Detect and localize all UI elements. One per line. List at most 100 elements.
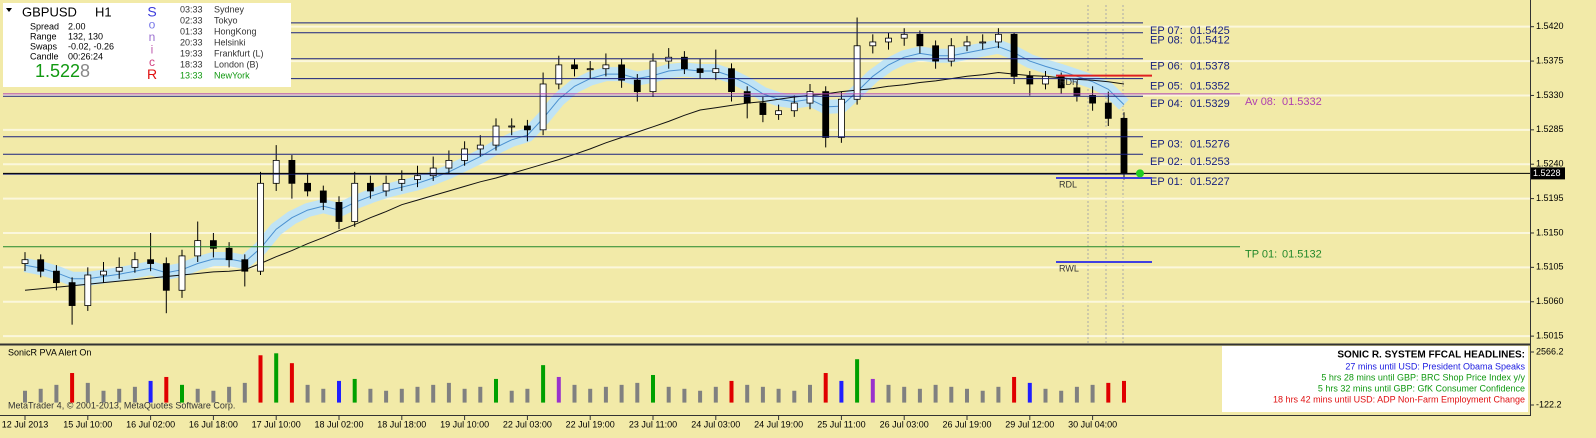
candle-body (790, 102, 798, 112)
volume-bar (729, 380, 734, 403)
candle-body (633, 79, 641, 93)
x-tick-label: 19 Jul 10:00 (440, 419, 489, 429)
candle-body (1042, 75, 1049, 85)
candle-body (445, 159, 453, 169)
candle-body (806, 91, 814, 104)
headline: 5 hrs 32 mins until GBP: GfK Consumer Co… (1318, 383, 1525, 393)
volume-bar (996, 386, 1001, 403)
candle-body (351, 182, 359, 222)
volume-bar (384, 390, 389, 403)
info-value: 00:26:24 (68, 51, 103, 61)
candle-body (947, 45, 955, 62)
volume-bar (760, 386, 765, 403)
candle-body (602, 64, 610, 70)
candle-body (319, 190, 327, 203)
session-city: Helsinki (214, 37, 246, 47)
level-value: 01.5329 (1190, 98, 1230, 110)
candle-body (241, 259, 249, 272)
candle-body (398, 179, 406, 184)
volume-bar (85, 382, 90, 403)
candle-body (995, 33, 1002, 43)
candle-body (838, 98, 845, 138)
volume-bar (211, 390, 216, 403)
headline: 18 hrs 42 mins until USD: ADP Non-Farm E… (1273, 394, 1525, 404)
volume-bar (38, 388, 43, 403)
range-label: RDL (1059, 179, 1077, 189)
volume-bar (839, 380, 844, 403)
volume-bar (274, 353, 279, 403)
volume-bar (101, 390, 106, 403)
y-tick-label: 1.5330 (1536, 90, 1564, 100)
volume-bar (117, 388, 122, 403)
candle-body (728, 68, 735, 93)
y-tick-label: 1.5240 (1536, 159, 1564, 169)
y-tick-label: 1.5285 (1536, 124, 1564, 134)
session-city: Tokyo (214, 15, 238, 25)
y-tick-label: 1.5150 (1536, 227, 1564, 237)
bid-price: 1.522 (35, 61, 80, 81)
volume-bar (902, 386, 907, 403)
volume-title: SonicR PVA Alert On (8, 347, 91, 357)
session-city: Frankfurt (L) (214, 48, 264, 58)
y-tick-label: 1.5195 (1536, 193, 1564, 203)
volume-bar (933, 384, 938, 403)
x-tick-label: 16 Jul 02:00 (126, 419, 175, 429)
bid-last-digit: 8 (80, 61, 90, 81)
level-name: TP 01: (1245, 249, 1277, 261)
volume-bar (23, 390, 27, 403)
candle-body (853, 45, 861, 100)
sonic-letter: n (149, 30, 156, 44)
candle-body (508, 125, 516, 128)
candle-body (37, 259, 45, 272)
volume-bar (1074, 386, 1079, 403)
volume-bar (870, 378, 875, 403)
volume-bar (258, 355, 263, 403)
candle-body (194, 240, 202, 257)
info-value: 132, 130 (68, 31, 103, 41)
sonic-letter: i (151, 43, 154, 57)
volume-bar (776, 388, 781, 403)
x-tick-label: 26 Jul 03:00 (880, 419, 929, 429)
level-name: EP 03: (1150, 139, 1183, 151)
info-key: Range (30, 31, 57, 41)
candle-body (571, 64, 578, 70)
candle-body (555, 64, 563, 85)
candle-body (1089, 95, 1096, 104)
x-tick-label: 22 Jul 19:00 (566, 419, 615, 429)
level-value: 01.5227 (1190, 176, 1230, 188)
candle-body (84, 274, 92, 306)
x-tick-label: 25 Jul 11:00 (817, 419, 865, 429)
info-value: -0.02, -0.26 (68, 41, 114, 51)
volume-bar (164, 376, 169, 403)
candle-body (1010, 33, 1018, 77)
volume-bar (556, 376, 561, 403)
candle-body (147, 259, 155, 264)
x-tick-label: 15 Jul 10:00 (63, 419, 112, 429)
x-tick-label: 26 Jul 19:00 (942, 419, 991, 429)
info-value: 2.00 (68, 21, 86, 31)
level-name: EP 04: (1150, 98, 1183, 110)
candle-body (743, 91, 751, 104)
x-tick-label: 24 Jul 03:00 (691, 419, 740, 429)
y-tick-label: 1.5420 (1536, 21, 1564, 31)
symbol: GBPUSD (22, 4, 77, 19)
volume-bar (195, 388, 200, 403)
candle-body (900, 33, 908, 39)
volume-bar (462, 388, 467, 403)
volume-bar (1090, 384, 1095, 403)
candle-body (131, 259, 139, 268)
info-panel (3, 3, 291, 87)
candle-body (382, 182, 390, 192)
volume-bar (965, 388, 969, 403)
current-price-dot (1136, 169, 1144, 178)
volume-bar (1059, 390, 1064, 403)
volume-bar (572, 384, 577, 403)
candle-body (696, 68, 704, 73)
session-time: 03:33 (180, 4, 203, 14)
session-city: NewYork (214, 70, 250, 80)
dragon-line (24, 46, 1125, 280)
y-tick-label: 1.5015 (1536, 330, 1564, 340)
candle-body (916, 33, 924, 47)
volume-bar (635, 382, 640, 403)
volume-bar (980, 390, 985, 403)
